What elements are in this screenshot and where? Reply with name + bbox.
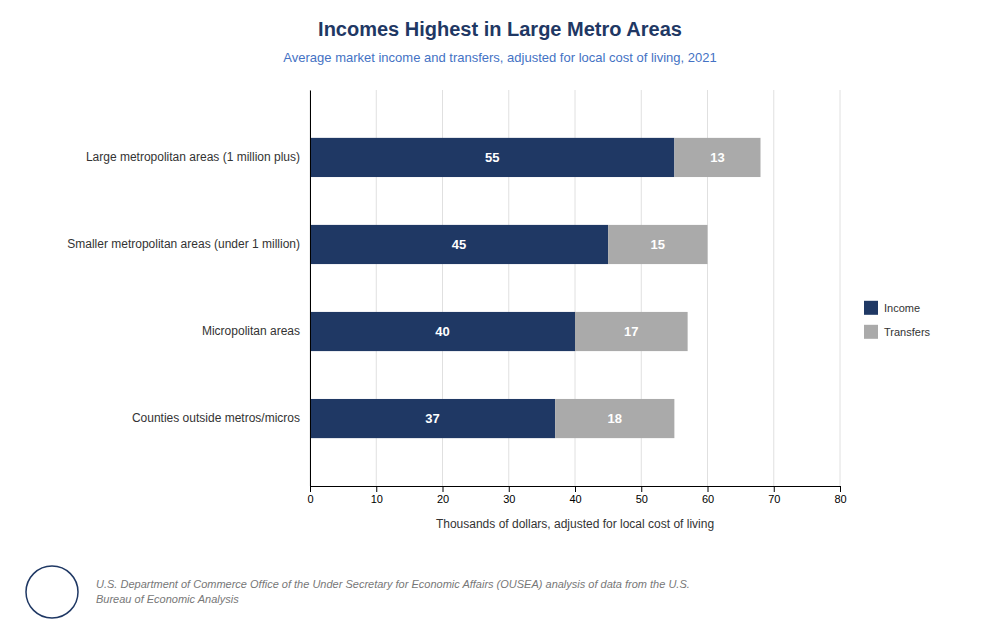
x-tick-label: 10 [371,493,383,505]
x-tick-mark [443,486,444,492]
x-tick-mark [310,486,311,492]
bar [310,399,555,438]
x-tick-mark [641,486,642,492]
bar [310,138,674,177]
grid-line [840,90,841,486]
x-tick-mark [840,486,841,492]
logo [26,566,78,618]
y-tick: Counties outside metros/micros [132,411,300,425]
category-label: Smaller metropolitan areas (under 1 mill… [67,237,300,251]
legend: Income Transfers [864,301,931,339]
x-tick-label: 60 [702,493,714,505]
x-tick: 0 [307,486,313,505]
data-labels: 55 13 45 15 40 17 37 18 [425,150,724,426]
category-label: Large metropolitan areas (1 million plus… [86,150,300,164]
x-axis-line [311,487,841,493]
legend-label: Transfers [884,326,931,338]
data-label: 17 [624,324,638,339]
plot: 55 13 45 15 40 17 37 18 0 10 20 30 40 50 60 70 80 Thousan… [67,90,846,531]
x-tick: 30 [503,486,515,505]
x-tick: 10 [371,486,383,505]
x-tick: 80 [834,486,846,505]
y-tick: Large metropolitan areas (1 million plus… [86,150,300,164]
bar [674,138,760,177]
data-label: 13 [710,150,724,165]
grid-line [773,90,774,486]
title: Incomes Highest in Large Metro Areas [318,18,682,40]
chart-svg: Incomes Highest in Large Metro Areas Aver… [0,0,1000,636]
legend-item: Income [864,301,920,315]
x-axis: 0 10 20 30 40 50 60 70 80 [307,486,846,505]
y-axis-line [310,91,311,487]
data-label: 45 [452,237,466,252]
bar [310,225,608,264]
legend-swatch [864,325,878,339]
bar [608,225,707,264]
x-axis-title: Thousands of dollars, adjusted for local… [436,517,714,531]
footer-line: U.S. Department of Commerce Office of th… [96,578,690,590]
footer-line: Bureau of Economic Analysis [96,593,239,605]
x-tick-mark [509,486,510,492]
bars [310,138,761,438]
category-label: Micropolitan areas [202,324,300,338]
chart-container: Incomes Highest in Large Metro Areas Aver… [0,0,1000,636]
subtitle: Average market income and transfers, adj… [283,50,716,65]
x-tick-mark [376,486,377,492]
grid-line [310,90,311,486]
y-tick: Smaller metropolitan areas (under 1 mill… [67,237,300,251]
bar [310,312,575,351]
y-axis: Large metropolitan areas (1 million plus… [67,91,310,487]
x-tick-mark [708,486,709,492]
x-tick-label: 50 [636,493,648,505]
x-tick-mark [774,486,775,492]
data-label: 15 [651,237,665,252]
x-tick: 50 [636,486,648,505]
x-tick: 60 [702,486,714,505]
data-label: 55 [485,150,499,165]
x-tick: 20 [437,486,449,505]
x-tick-label: 40 [569,493,581,505]
bar [575,312,688,351]
x-tick-label: 20 [437,493,449,505]
x-tick-label: 30 [503,493,515,505]
y-tick: Micropolitan areas [202,324,300,338]
grid [310,90,840,486]
x-tick-mark [575,486,576,492]
legend-item: Transfers [864,325,931,339]
bar [555,399,674,438]
x-tick-label: 70 [768,493,780,505]
footer: U.S. Department of Commerce Office of th… [96,578,690,605]
data-label: 37 [425,411,439,426]
x-tick-label: 80 [834,493,846,505]
x-tick: 70 [768,486,780,505]
category-label: Counties outside metros/micros [132,411,300,425]
data-label: 40 [435,324,449,339]
legend-swatch [864,301,878,315]
data-label: 18 [608,411,622,426]
x-tick: 40 [569,486,581,505]
x-tick-label: 0 [307,493,313,505]
legend-label: Income [884,302,920,314]
